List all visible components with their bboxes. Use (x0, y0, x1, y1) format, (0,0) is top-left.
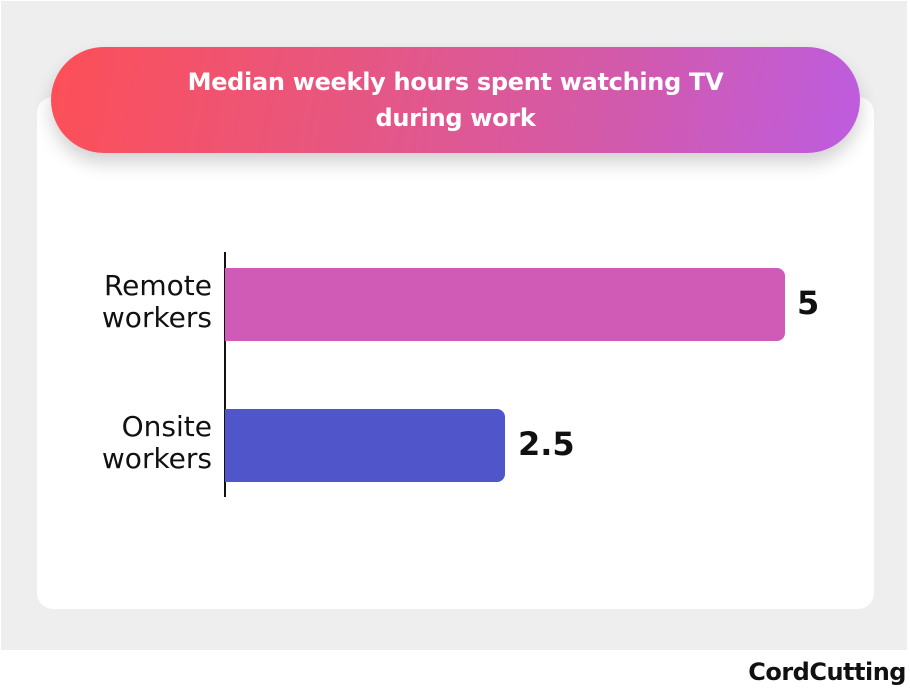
bar-onsite-workers (225, 409, 505, 482)
value-label-remote: 5 (797, 284, 820, 322)
cordcutting-logo: CordCutting (748, 658, 906, 686)
title-banner: Median weekly hours spent watching TV du… (51, 47, 860, 153)
y-axis-line (224, 252, 226, 497)
chart-card (37, 97, 874, 609)
value-label-onsite: 2.5 (518, 425, 575, 463)
bar-remote-workers (225, 268, 785, 341)
category-label-onsite: Onsite workers (101, 410, 212, 475)
chart-title: Median weekly hours spent watching TV du… (187, 68, 724, 132)
category-label-remote: Remote workers (101, 269, 212, 334)
